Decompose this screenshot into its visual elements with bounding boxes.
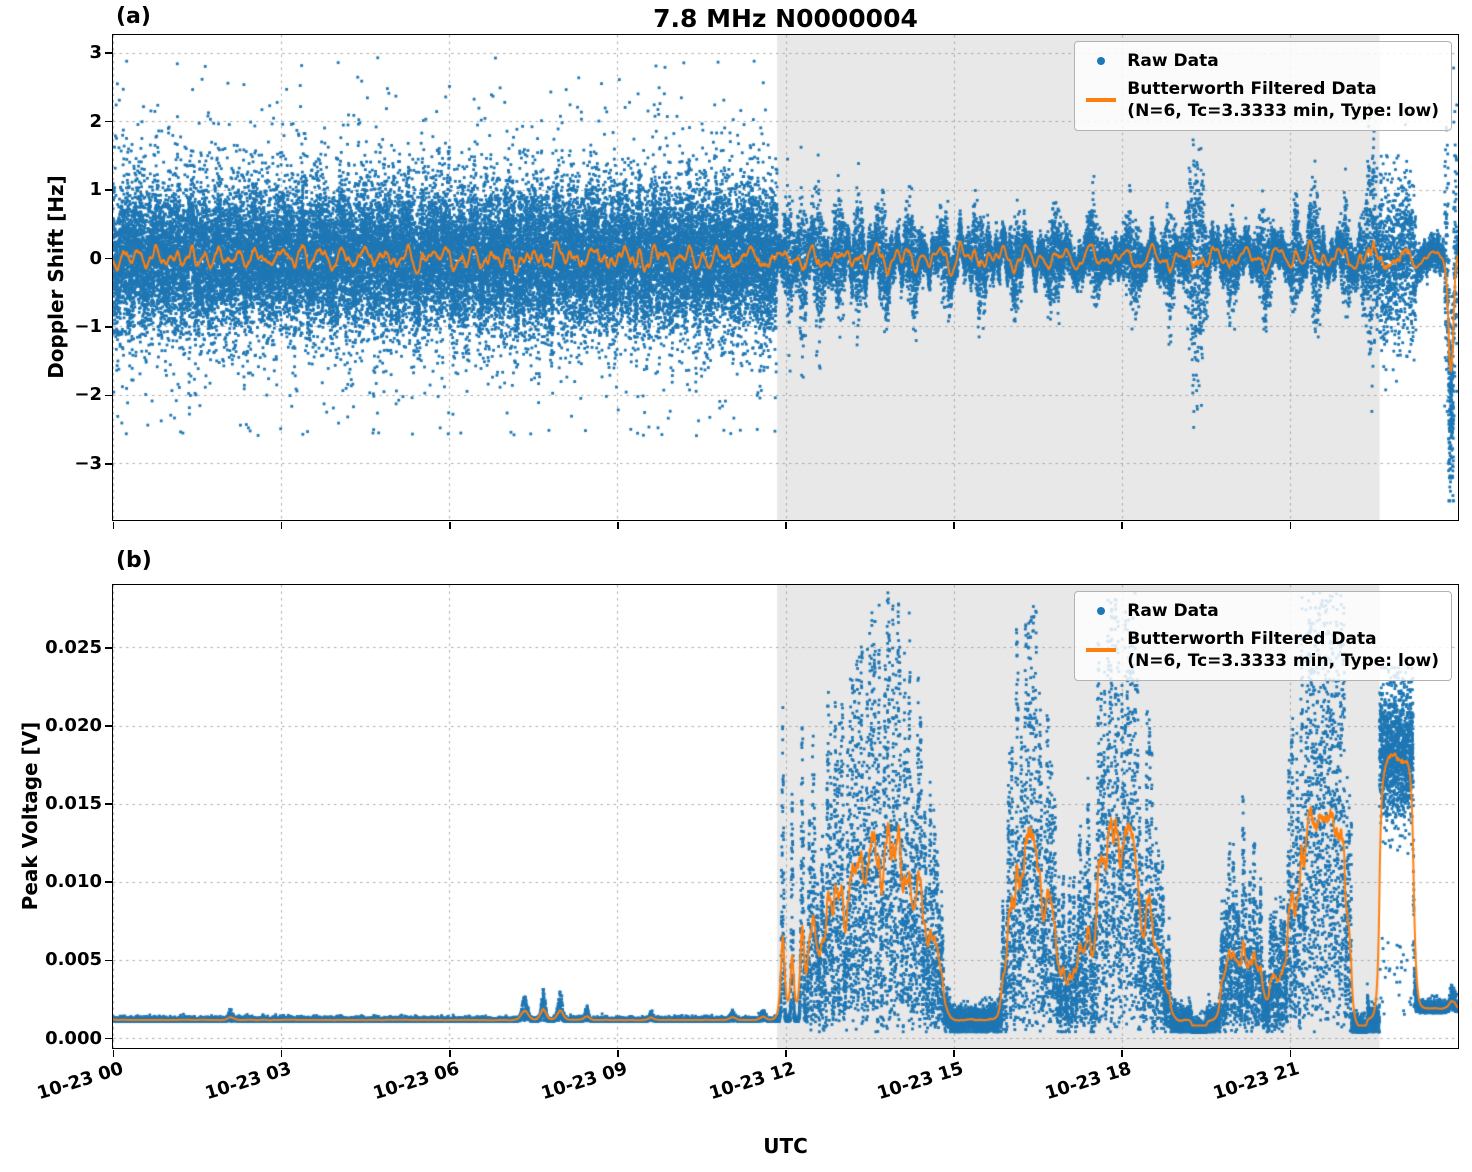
y-tick-mark xyxy=(105,881,112,884)
x-tick-mark xyxy=(112,522,115,529)
x-tick-label: 10-23 03 xyxy=(202,1057,294,1104)
panel-b-legend: Raw Data Butterworth Filtered Data (N=6, T… xyxy=(1074,591,1452,682)
y-tick-mark xyxy=(105,647,112,649)
x-tick-mark xyxy=(785,1050,787,1057)
panel-a-label: (a) xyxy=(116,4,151,29)
x-tick-mark xyxy=(617,1050,619,1057)
x-tick-mark xyxy=(448,522,451,529)
x-tick-mark xyxy=(112,1050,115,1057)
x-tick-mark xyxy=(953,522,955,529)
x-tick-mark xyxy=(1289,522,1292,529)
filtered-line-icon xyxy=(1083,648,1119,652)
x-tick-mark xyxy=(280,522,283,529)
x-tick-mark xyxy=(448,1050,451,1057)
y-tick-label: −1 xyxy=(74,315,102,337)
y-tick-mark xyxy=(105,257,112,260)
y-tick-mark xyxy=(105,959,112,962)
x-tick-label: 10-23 21 xyxy=(1211,1057,1303,1104)
x-tick-mark xyxy=(1121,522,1124,529)
panel-a-y-axis-label: Doppler Shift [Hz] xyxy=(44,175,68,379)
y-tick-mark xyxy=(105,52,112,55)
legend-item: Raw Data xyxy=(1083,50,1439,72)
panel-b-plot-area: Raw Data Butterworth Filtered Data (N=6, T… xyxy=(112,584,1459,1049)
y-tick-label: 3 xyxy=(89,42,102,64)
legend-label: Raw Data xyxy=(1127,51,1219,71)
y-tick-label: −2 xyxy=(74,384,102,406)
x-tick-label: 10-23 06 xyxy=(370,1057,462,1104)
y-tick-label: 0.000 xyxy=(45,1027,102,1049)
filtered-line-icon xyxy=(1083,98,1119,102)
y-tick-mark xyxy=(105,462,112,465)
panel-a-legend: Raw Data Butterworth Filtered Data (N=6, T… xyxy=(1074,41,1452,132)
x-tick-label: 10-23 15 xyxy=(874,1057,966,1104)
y-tick-label: 0.015 xyxy=(45,793,102,815)
legend-label: Raw Data xyxy=(1127,601,1219,621)
y-tick-label: 0.020 xyxy=(45,715,102,737)
y-tick-label: 2 xyxy=(89,110,102,132)
y-tick-label: 0.025 xyxy=(45,636,102,658)
y-tick-label: 1 xyxy=(89,179,102,201)
x-tick-mark xyxy=(617,522,619,529)
x-tick-label: 10-23 09 xyxy=(538,1057,630,1104)
x-tick-mark xyxy=(280,1050,283,1057)
legend-item: Butterworth Filtered Data (N=6, Tc=3.3333… xyxy=(1083,78,1439,122)
y-tick-mark xyxy=(105,1037,112,1040)
x-tick-mark xyxy=(1289,1050,1292,1057)
x-tick-mark xyxy=(785,522,787,529)
y-tick-label: −3 xyxy=(74,452,102,474)
y-tick-mark xyxy=(105,189,112,191)
y-tick-mark xyxy=(105,803,112,805)
y-tick-mark xyxy=(105,120,112,123)
legend-label: Butterworth Filtered Data (N=6, Tc=3.3333… xyxy=(1127,79,1439,122)
x-tick-mark xyxy=(953,1050,955,1057)
x-tick-label: 10-23 00 xyxy=(34,1057,126,1104)
panel-b-label: (b) xyxy=(116,548,152,573)
legend-item: Raw Data xyxy=(1083,600,1439,622)
y-tick-mark xyxy=(105,394,112,397)
y-tick-label: 0.010 xyxy=(45,871,102,893)
raw-data-dot-icon xyxy=(1083,57,1119,66)
x-tick-mark xyxy=(1121,1050,1124,1057)
panel-a-plot-area: Raw Data Butterworth Filtered Data (N=6, T… xyxy=(112,34,1459,521)
y-tick-mark xyxy=(105,725,112,727)
y-tick-label: 0.005 xyxy=(45,949,102,971)
x-axis-label: UTC xyxy=(763,1134,808,1158)
x-tick-label: 10-23 12 xyxy=(706,1057,798,1104)
legend-label: Butterworth Filtered Data (N=6, Tc=3.3333… xyxy=(1127,629,1439,672)
y-tick-label: 0 xyxy=(89,247,102,269)
y-tick-mark xyxy=(105,326,112,328)
figure-title: 7.8 MHz N0000004 xyxy=(653,4,918,33)
raw-data-dot-icon xyxy=(1083,607,1119,616)
legend-item: Butterworth Filtered Data (N=6, Tc=3.3333… xyxy=(1083,628,1439,672)
x-tick-label: 10-23 18 xyxy=(1042,1057,1135,1104)
